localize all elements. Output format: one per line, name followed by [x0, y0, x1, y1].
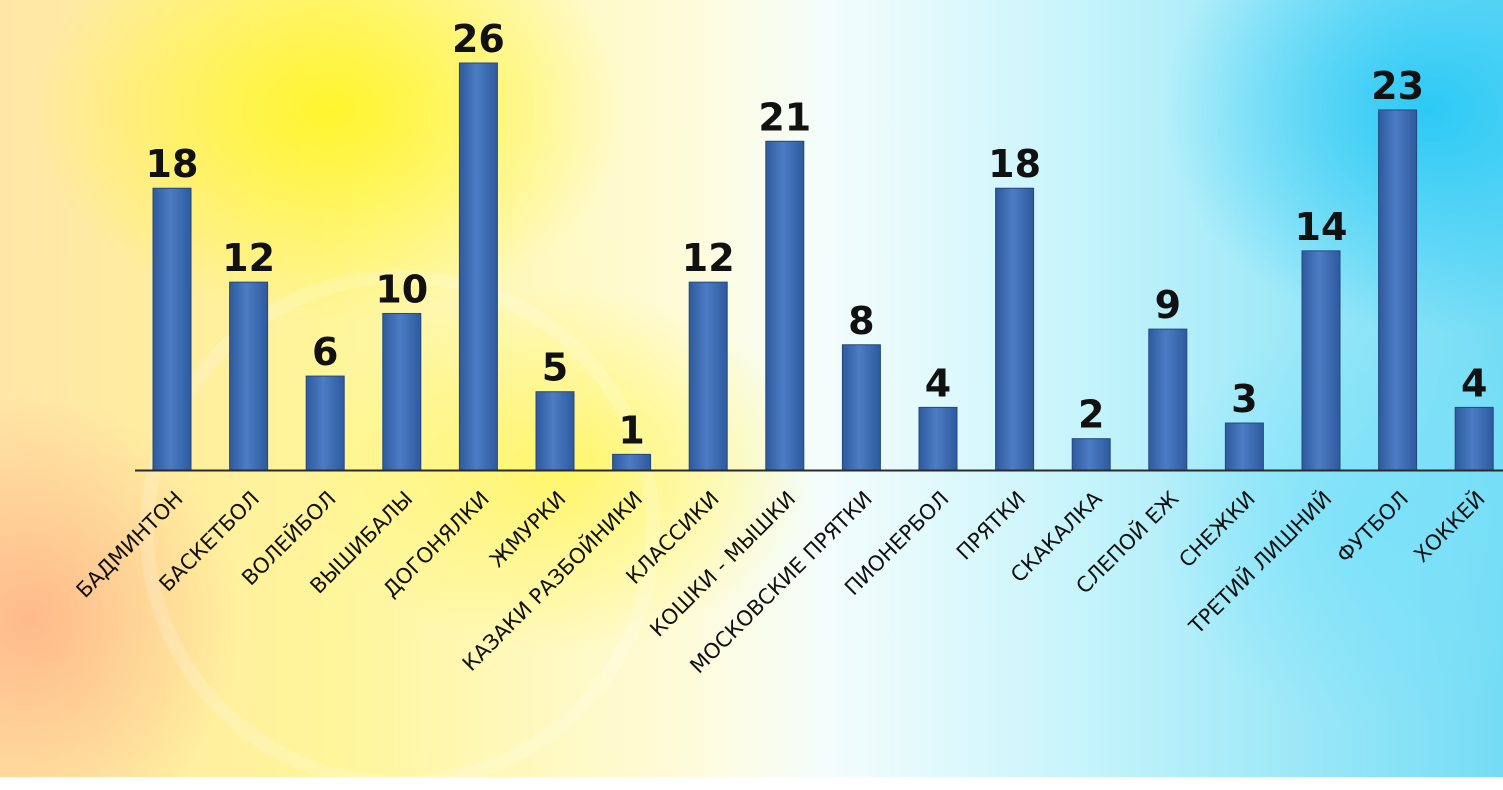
- bar-value-label: 23: [1371, 64, 1424, 108]
- bar-value-label: 18: [146, 142, 199, 186]
- bar: [688, 281, 728, 471]
- bar-value-label: 4: [1461, 361, 1487, 405]
- bar-value-label: 26: [452, 17, 505, 61]
- bar: [229, 281, 269, 471]
- bar-value-label: 8: [848, 299, 874, 343]
- bar-value-label: 10: [375, 267, 428, 311]
- category-label: КОШКИ - МЫШКИ: [645, 487, 800, 642]
- bar-value-label: 18: [988, 142, 1041, 186]
- bar-value-label: 6: [312, 330, 338, 374]
- bar-value-label: 9: [1155, 283, 1181, 327]
- bar: [1378, 109, 1418, 471]
- bar: [841, 344, 881, 471]
- bar: [995, 187, 1035, 471]
- category-label: ХОККЕЙ: [1409, 486, 1490, 567]
- bar-value-label: 1: [618, 408, 644, 452]
- bar: [1301, 250, 1341, 471]
- bar: [612, 453, 652, 471]
- bar-value-label: 14: [1295, 205, 1348, 249]
- bar-value-label: 12: [222, 236, 275, 280]
- bar: [918, 406, 958, 471]
- bar-value-label: 5: [542, 346, 568, 390]
- bar-value-label: 3: [1231, 377, 1257, 421]
- bars-group: [152, 62, 1494, 471]
- bar: [305, 375, 345, 471]
- bar-value-label: 21: [758, 95, 811, 139]
- bar: [535, 391, 575, 471]
- bar: [382, 312, 422, 471]
- category-labels-group: БАДМИНТОНБАСКЕТБОЛВОЛЕЙБОЛВЫШИБАЛЫДОГОНЯ…: [72, 486, 1490, 679]
- bar: [765, 140, 805, 471]
- bar: [1224, 422, 1264, 471]
- category-label: ФУТБОЛ: [1332, 487, 1413, 568]
- bar: [1071, 438, 1111, 471]
- value-labels-group: 18 12 6 10 26 5 1 12 21 8 4 18 2 9 3 14 23 4: [146, 17, 1488, 452]
- category-label: ТРЕТИЙ ЛИШНИЙ: [1183, 486, 1336, 639]
- bar: [152, 187, 192, 471]
- bar-value-label: 12: [682, 236, 735, 280]
- bar: [1148, 328, 1188, 471]
- bar-value-label: 4: [925, 361, 951, 405]
- category-label: ПРЯТКИ: [952, 487, 1030, 565]
- bar-value-label: 2: [1078, 393, 1104, 437]
- bar: [458, 62, 498, 471]
- bar: [1454, 406, 1494, 471]
